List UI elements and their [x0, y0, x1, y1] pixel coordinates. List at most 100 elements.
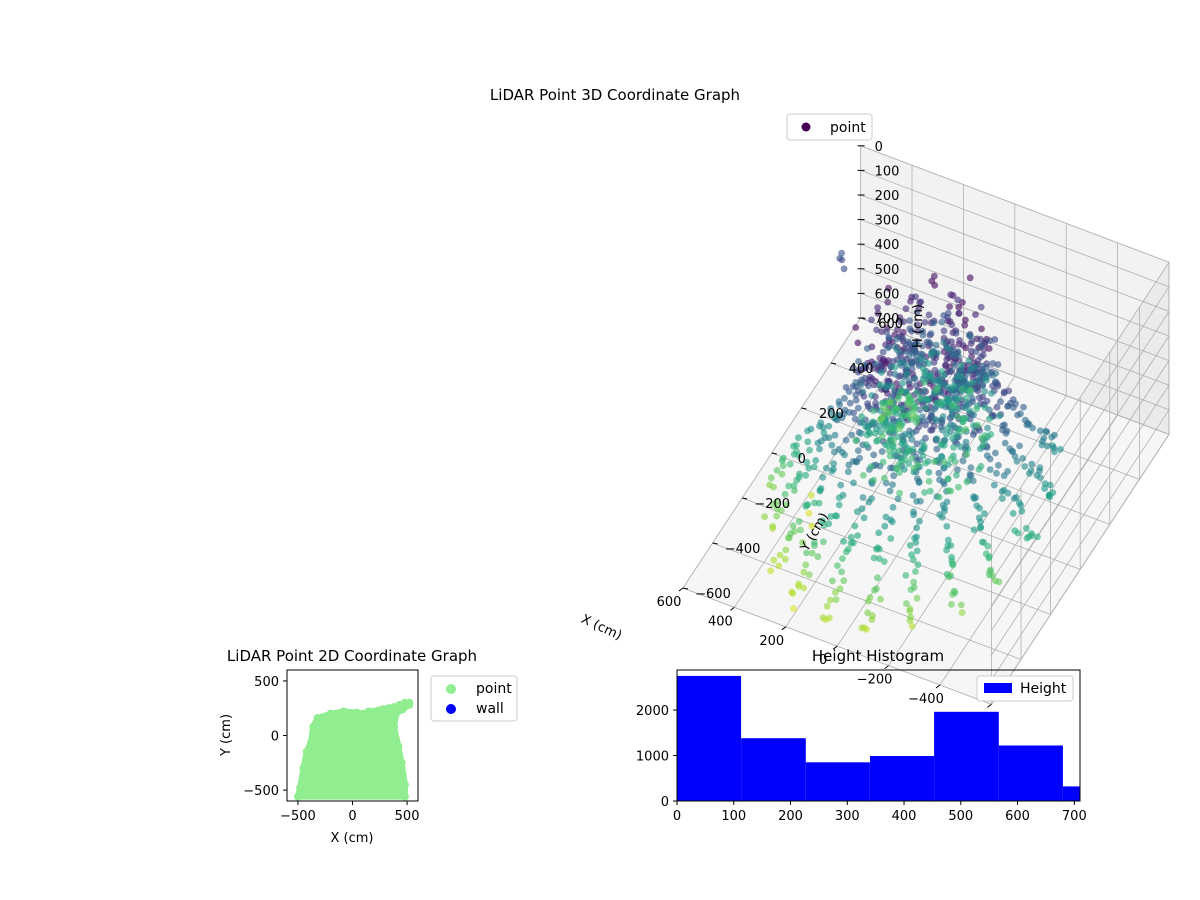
- chart-3d-point: [789, 522, 797, 530]
- chart-3d-point: [909, 492, 917, 499]
- chart-3d-point: [887, 399, 895, 406]
- chart-3d-gridline: [860, 293, 1170, 411]
- chart-3d-ztick-label: 0: [875, 140, 883, 155]
- chart-3d-point: [884, 344, 892, 352]
- chart-3d-point: [914, 327, 922, 335]
- chart-3d-point: [836, 255, 844, 262]
- chart-3d-point: [893, 346, 901, 354]
- chart-3d-point: [854, 404, 862, 412]
- chart-3d-point: [979, 441, 987, 449]
- chart-3d-gridline: [860, 268, 1170, 386]
- chart-3d-point: [931, 458, 938, 465]
- chart-3d-point: [838, 249, 845, 257]
- chart-3d-point: [979, 382, 987, 389]
- chart-3d-point: [767, 474, 775, 482]
- chart-3d-point: [991, 336, 999, 343]
- chart-3d-legend: point: [786, 113, 873, 141]
- chart-3d-point: [947, 291, 955, 299]
- chart-3d-point: [879, 432, 886, 440]
- chart-3d-point: [940, 338, 948, 346]
- chart-3d-point: [943, 430, 950, 438]
- chart-3d-point: [944, 475, 952, 483]
- chart-3d-point: [869, 612, 876, 620]
- chart-3d-gridline: [991, 434, 1170, 705]
- chart-3d-point: [812, 457, 820, 464]
- chart-3d-point: [889, 481, 896, 488]
- chart-3d-point: [927, 330, 935, 337]
- chart-3d-point: [839, 555, 846, 562]
- chart-3d-point: [970, 526, 978, 534]
- chart-3d-point: [863, 626, 870, 633]
- chart-3d-point: [925, 477, 933, 485]
- chart-3d-point: [872, 360, 879, 368]
- chart-3d-point: [883, 328, 890, 336]
- chart-3d-ztick-label: 400: [875, 238, 900, 253]
- chart-3d-point: [1005, 387, 1013, 395]
- chart-3d-point: [1004, 489, 1012, 497]
- chart-3d-point: [978, 538, 986, 546]
- chart-2d-point: [313, 714, 322, 723]
- chart-3d-point: [916, 395, 924, 402]
- chart-3d-point: [783, 501, 791, 508]
- chart-3d-ytick-label: 200: [819, 407, 844, 422]
- chart-3d-point: [805, 464, 813, 472]
- chart-3d-point: [868, 316, 875, 324]
- chart-3d-point: [796, 470, 803, 478]
- chart-3d: LiDAR Point 3D Coordinate Graph −600 −400…: [490, 86, 1170, 726]
- chart-3d-ytick: [712, 542, 718, 545]
- chart-3d-xlabel: X (cm): [579, 612, 624, 644]
- chart-3d-point: [988, 572, 996, 579]
- chart-3d-point: [1018, 507, 1026, 515]
- chart-3d-point: [957, 373, 965, 380]
- histogram-ytick-label: 0: [661, 795, 669, 810]
- chart-3d-point: [841, 451, 848, 459]
- chart-3d-point: [925, 468, 933, 476]
- histogram-bar: [998, 745, 1063, 801]
- chart-3d-point: [873, 326, 880, 334]
- chart-3d-point: [825, 614, 833, 622]
- chart-3d-ytick-label: −600: [695, 587, 731, 602]
- chart-3d-point: [911, 375, 919, 383]
- chart-3d-point: [948, 338, 955, 346]
- chart-3d-point: [840, 537, 847, 545]
- chart-3d-point: [977, 518, 984, 526]
- chart-3d-point: [873, 585, 880, 593]
- chart-3d-point: [795, 452, 802, 459]
- chart-3d-point: [946, 303, 953, 310]
- chart-3d-point: [992, 378, 999, 386]
- chart-3d-point: [982, 376, 990, 384]
- chart-3d-point: [878, 369, 885, 376]
- chart-2d-legend: point wall: [430, 675, 518, 722]
- chart-3d-point: [986, 455, 994, 463]
- chart-2d-point: [400, 792, 409, 801]
- chart-3d-point: [1034, 533, 1041, 541]
- chart-3d-xtick-label: −200: [857, 673, 893, 688]
- chart-3d-point: [949, 560, 956, 568]
- chart-3d-point: [930, 422, 938, 430]
- chart-3d-point: [789, 590, 797, 597]
- chart-3d-point: [910, 578, 918, 586]
- chart-3d-point: [965, 357, 973, 365]
- chart-3d-point: [981, 388, 989, 395]
- chart-3d-point: [913, 389, 921, 396]
- chart-3d-point: [977, 462, 985, 470]
- chart-3d-xtick-label: 400: [708, 614, 733, 629]
- chart-3d-point: [876, 382, 884, 389]
- chart-3d-point: [855, 358, 862, 365]
- chart-3d-point: [839, 491, 847, 499]
- chart-3d-point: [879, 458, 887, 466]
- chart-3d-ztick-label: 600: [875, 287, 900, 302]
- chart-3d-point: [904, 338, 912, 346]
- chart-3d-gridline: [991, 261, 1170, 533]
- chart-3d-point: [795, 518, 803, 525]
- chart-3d-point: [978, 325, 985, 333]
- chart-3d-point: [940, 441, 948, 449]
- chart-3d-point: [802, 471, 810, 479]
- chart-3d-point: [816, 486, 824, 494]
- chart-3d-point: [879, 413, 887, 420]
- chart-3d-point: [1040, 434, 1048, 442]
- chart-3d-point: [858, 505, 866, 513]
- chart-3d-point: [804, 501, 812, 508]
- chart-3d-point: [1029, 424, 1036, 432]
- chart-3d-point: [866, 430, 874, 437]
